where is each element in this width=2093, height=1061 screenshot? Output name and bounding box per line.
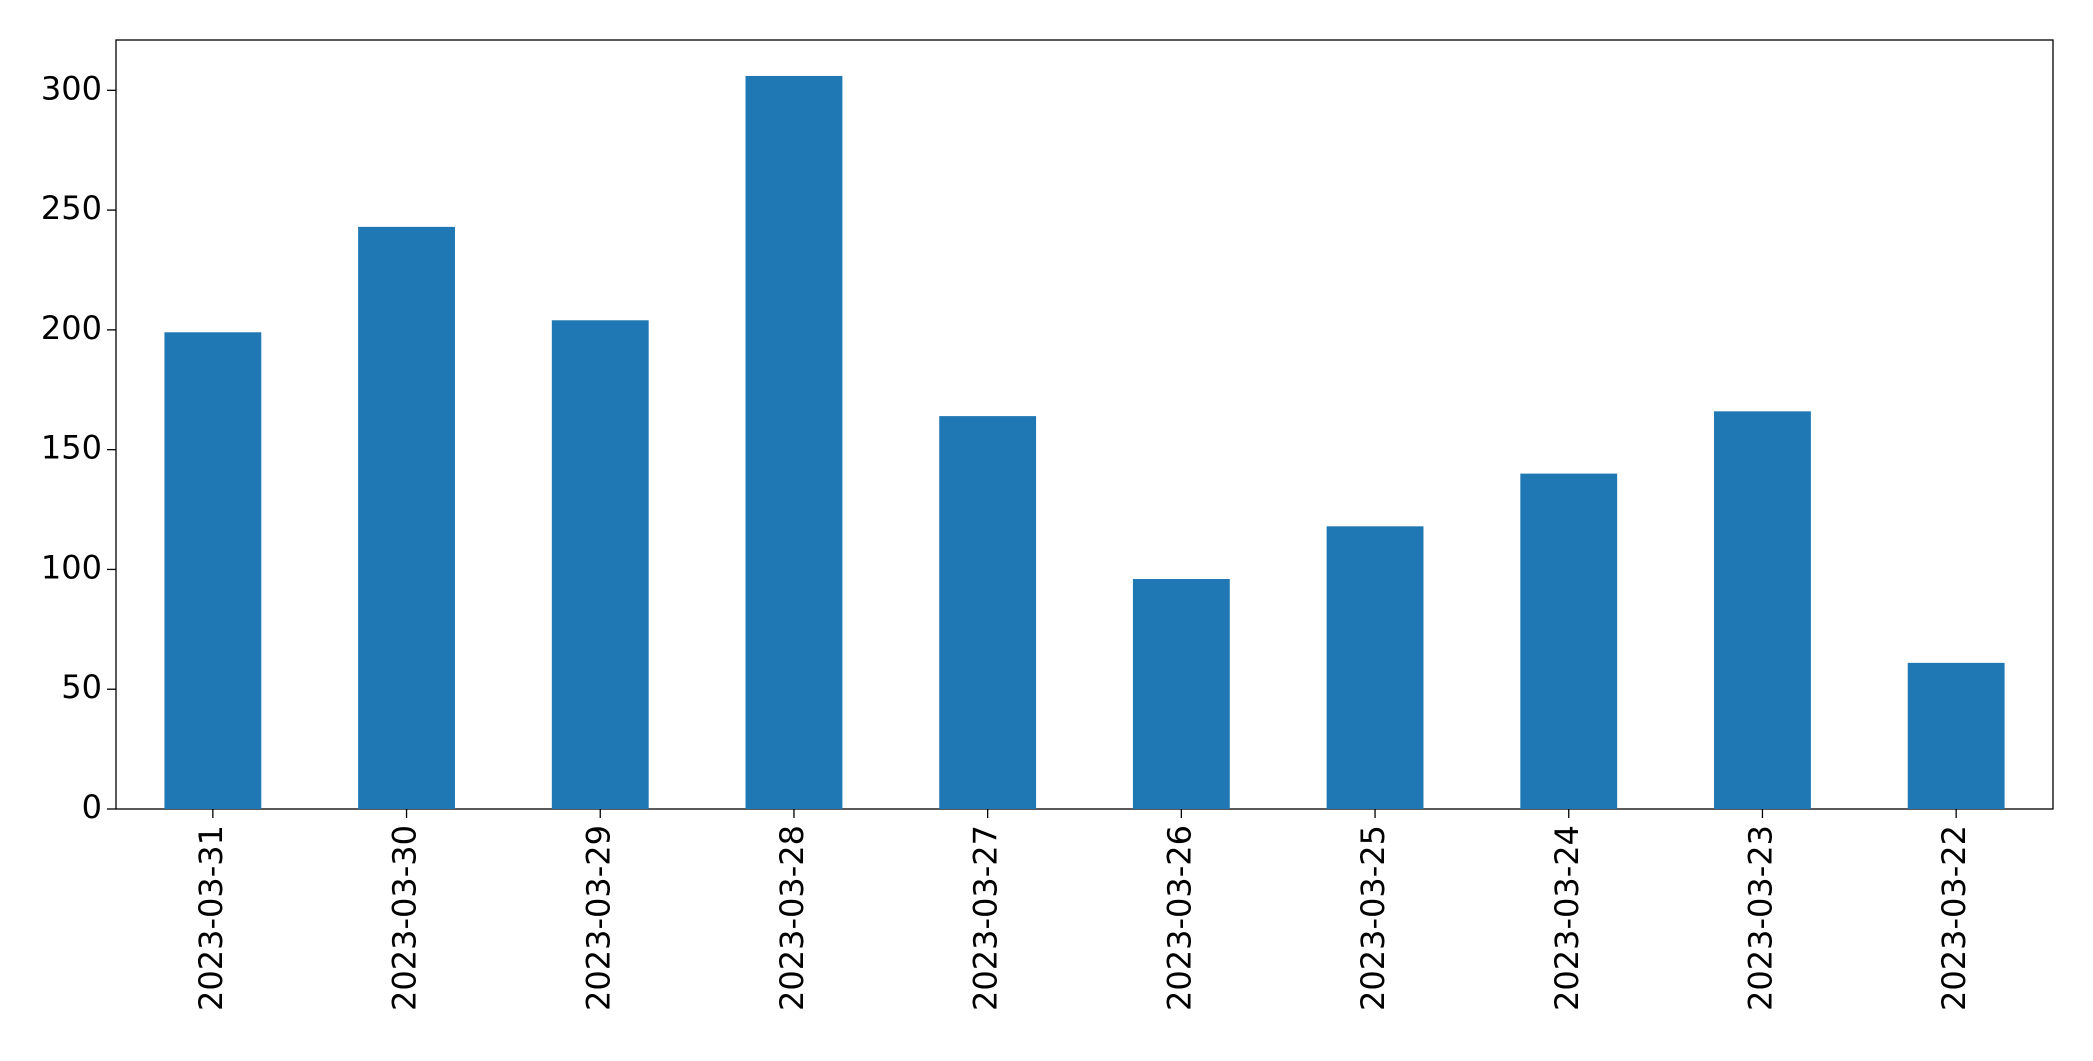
y-tick-label: 200	[41, 309, 102, 347]
x-tick-label: 2023-03-31	[192, 825, 230, 1011]
bar	[551, 320, 649, 809]
bar	[745, 75, 843, 810]
x-tick-label: 2023-03-22	[1935, 825, 1973, 1011]
bar	[1520, 473, 1618, 809]
x-tick-label: 2023-03-25	[1354, 825, 1392, 1011]
x-tick-label: 2023-03-27	[967, 825, 1005, 1011]
x-tick-label: 2023-03-28	[773, 825, 811, 1011]
y-tick-label: 50	[61, 668, 102, 706]
bar	[939, 416, 1037, 809]
bar	[358, 226, 455, 810]
bar	[164, 332, 262, 809]
y-tick-label: 250	[41, 189, 102, 227]
axes-frame	[115, 39, 2054, 810]
x-tick-label: 2023-03-26	[1160, 825, 1198, 1011]
x-tick-label: 2023-03-23	[1741, 825, 1779, 1011]
y-tick-label: 0	[82, 788, 102, 826]
y-tick-label: 100	[41, 548, 102, 586]
bar	[1907, 662, 2005, 809]
x-tick-label: 2023-03-29	[579, 825, 617, 1011]
bar	[1132, 579, 1230, 809]
x-tick-label: 2023-03-24	[1548, 825, 1586, 1011]
y-tick-label: 300	[41, 69, 102, 107]
x-tick-label: 2023-03-30	[386, 825, 424, 1011]
bar	[1326, 526, 1424, 809]
bar	[1714, 411, 1811, 809]
y-tick-label: 150	[41, 429, 102, 467]
